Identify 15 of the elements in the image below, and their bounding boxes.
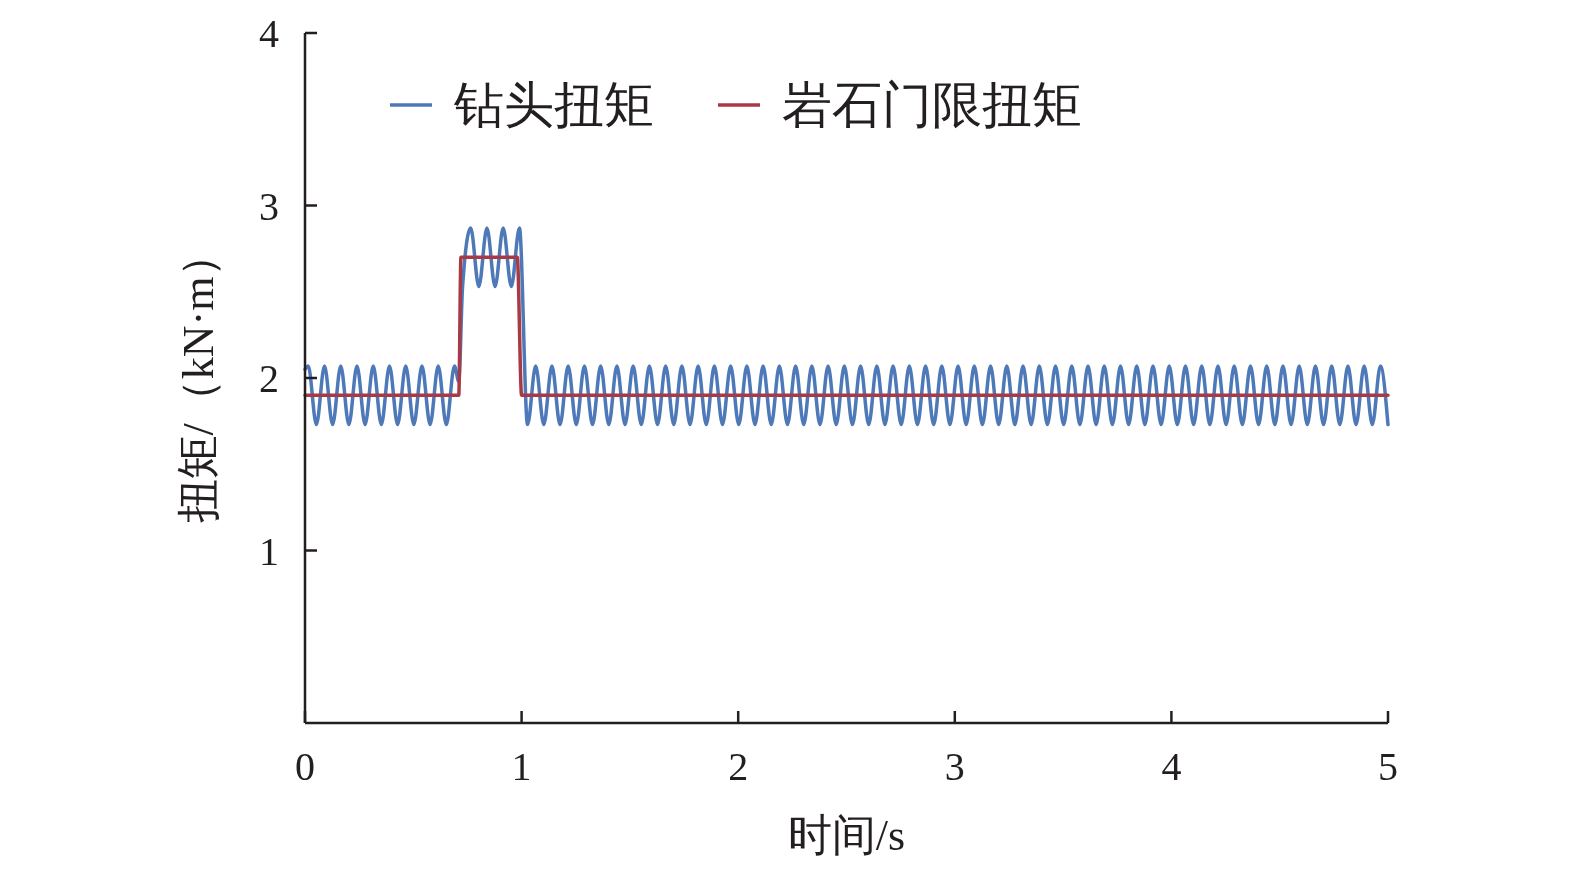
x-tick-label: 4: [1161, 743, 1182, 789]
x-tick-label: 0: [295, 743, 315, 789]
x-tick-label: 2: [728, 743, 749, 789]
line-series: [303, 226, 1390, 427]
legend-label: 岩石门限扭矩: [782, 77, 1082, 133]
x-tick-label: 5: [1378, 743, 1398, 789]
legend-label: 钻头扭矩: [453, 77, 654, 133]
x-tick-label: 3: [944, 743, 965, 789]
x-axis-title: 时间/s: [787, 810, 906, 860]
y-tick-label: 4: [259, 10, 279, 56]
y-tick-label: 2: [259, 355, 279, 401]
y-axis-title: 扭矩/（kN·m）: [173, 232, 223, 524]
y-tick-label: 1: [259, 528, 279, 573]
y-tick-label: 3: [259, 183, 279, 228]
x-tick-label: 1: [511, 743, 532, 789]
